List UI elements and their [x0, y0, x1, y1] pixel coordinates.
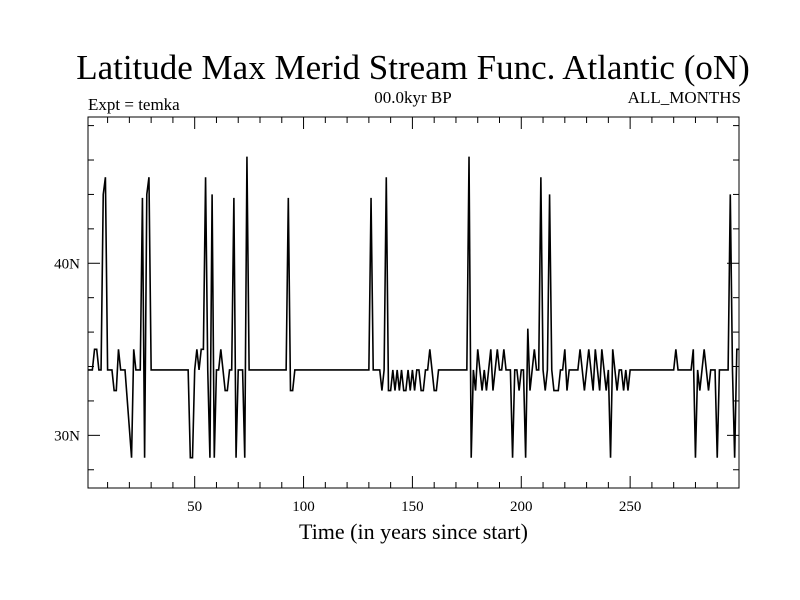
axis-tick-labels: 50 100 150 200 250 30N 40N	[54, 256, 641, 515]
x-axis-label: Time (in years since start)	[299, 519, 528, 544]
y-tick-label: 30N	[54, 428, 80, 444]
months-label: ALL_MONTHS	[627, 88, 741, 107]
chart-title: Latitude Max Merid Stream Func. Atlantic…	[76, 48, 750, 87]
x-tick-label: 250	[619, 499, 642, 515]
y-tick-label: 40N	[54, 256, 80, 272]
plot-frame	[87, 116, 740, 489]
x-tick-label: 50	[187, 499, 202, 515]
period-label: 00.0kyr BP	[374, 88, 452, 107]
series-line	[88, 156, 739, 459]
x-tick-label: 200	[510, 499, 533, 515]
axis-ticks	[88, 117, 739, 488]
series-group	[88, 156, 739, 459]
x-tick-label: 150	[401, 499, 424, 515]
x-tick-label: 100	[292, 499, 315, 515]
experiment-label: Expt = temka	[88, 95, 180, 114]
